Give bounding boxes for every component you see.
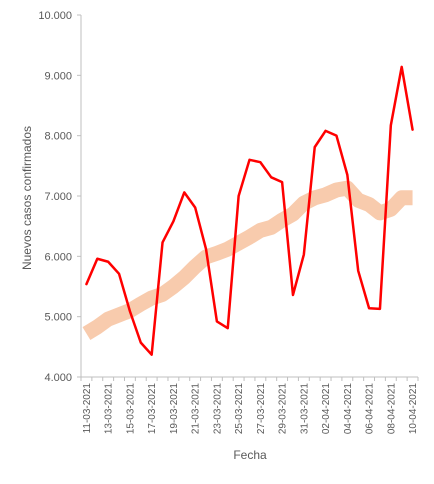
x-tick-label: 15-03-2021 [125, 383, 136, 435]
x-tick-label: 23-03-2021 [212, 383, 223, 435]
trend-band-series [86, 188, 412, 333]
y-tick-label: 5.000 [44, 312, 72, 324]
y-tick-label: 7.000 [44, 191, 72, 203]
x-tick-label: 04-04-2021 [343, 383, 354, 435]
y-tick-label: 9.000 [44, 70, 72, 82]
y-tick-label: 6.000 [44, 251, 72, 263]
x-axis-title: Fecha [233, 448, 267, 462]
x-tick-label: 08-04-2021 [386, 383, 397, 435]
y-tick-label: 10.000 [38, 10, 72, 22]
x-tick-label: 10-04-2021 [408, 383, 419, 435]
x-tick-label: 21-03-2021 [191, 383, 202, 435]
x-tick-label: 17-03-2021 [147, 383, 158, 435]
x-tick-label: 19-03-2021 [169, 383, 180, 435]
trend-band-layer [86, 188, 412, 333]
y-tick-labels: 4.000 5.000 6.000 7.000 8.000 9.000 10.000 [38, 10, 72, 384]
x-tick-label: 31-03-2021 [299, 383, 310, 435]
x-tick-label: 29-03-2021 [278, 383, 289, 435]
x-tick-labels: 11-03-2021 13-03-2021 15-03-2021 17-03-2021… [82, 383, 419, 435]
y-tick-label: 8.000 [44, 131, 72, 143]
y-axis-title: Nuevos casos confirmados [20, 126, 34, 270]
x-tick-label: 11-03-2021 [82, 383, 93, 434]
x-tick-label: 02-04-2021 [321, 383, 332, 435]
x-tick-label: 25-03-2021 [234, 383, 245, 435]
x-tick-label: 13-03-2021 [104, 383, 115, 435]
x-tick-label: 27-03-2021 [256, 383, 267, 435]
y-tick-label: 4.000 [44, 372, 72, 384]
x-tick-label: 06-04-2021 [365, 383, 376, 435]
